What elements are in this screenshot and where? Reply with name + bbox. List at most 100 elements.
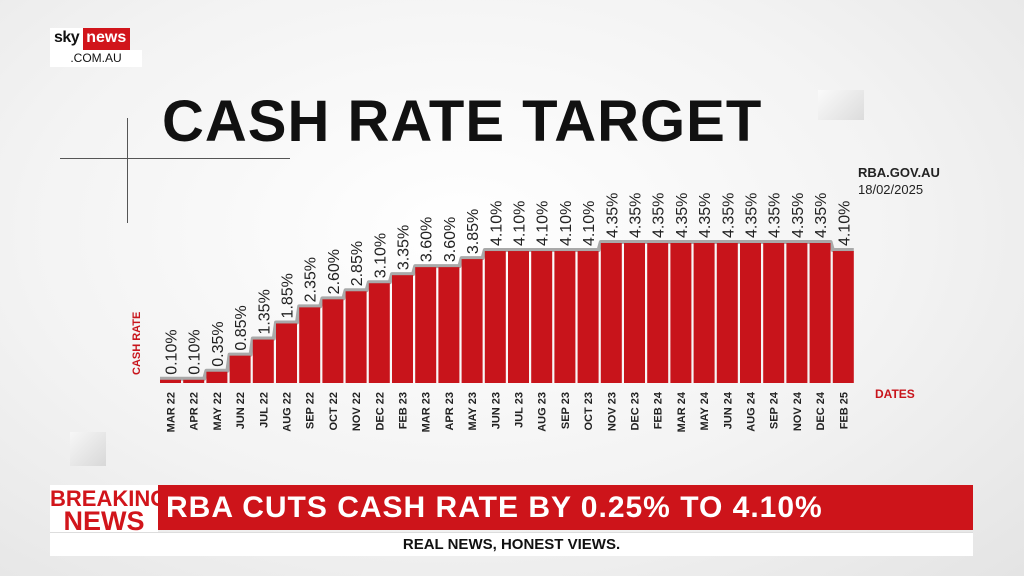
bar-mar-23 [415, 267, 437, 383]
x-tick-label: AUG 22 [282, 392, 294, 432]
x-tick-label: APR 23 [444, 392, 456, 431]
bar-dec-24 [809, 243, 831, 383]
bar-jun-24 [716, 243, 738, 383]
value-label: 3.35% [396, 225, 413, 270]
headline-banner: RBA CUTS CASH RATE BY 0.25% TO 4.10% [158, 485, 973, 530]
bar-mar-22 [160, 379, 181, 383]
x-tick-label: DEC 22 [374, 392, 386, 431]
bars-group [160, 240, 854, 383]
x-tick-label: FEB 25 [838, 392, 850, 429]
logo-sky-text: sky [50, 28, 84, 50]
bar-sep-24 [763, 243, 785, 383]
x-tick-labels-group: MAR 22 APR 22 MAY 22 JUN 22 JUL 22 AUG 22 SEP … [166, 391, 851, 432]
bar-jun-22 [229, 355, 251, 383]
bar-apr-22 [183, 379, 205, 383]
value-label: 4.35% [697, 193, 714, 238]
x-tick-label: FEB 24 [653, 391, 665, 429]
value-label: 2.35% [303, 257, 320, 302]
value-label: 4.10% [535, 201, 552, 246]
bar-may-22 [206, 371, 228, 383]
value-label: 4.35% [767, 193, 784, 238]
x-tick-label: JUL 22 [258, 392, 270, 428]
x-tick-label: APR 22 [189, 392, 201, 431]
page-title: CASH RATE TARGET [162, 89, 763, 154]
x-tick-label: JUN 24 [722, 391, 734, 429]
bar-oct-23 [577, 251, 599, 383]
bar-aug-22 [276, 323, 297, 383]
value-label: 3.10% [372, 233, 389, 278]
tagline-bar: REAL NEWS, HONEST VIEWS. [50, 532, 973, 556]
value-label: 1.85% [280, 273, 297, 318]
source-date: 18/02/2025 [858, 182, 924, 197]
value-label: 3.60% [442, 217, 459, 262]
x-tick-label: AUG 23 [537, 392, 549, 432]
value-label: 0.10% [164, 329, 181, 374]
bar-jun-23 [484, 251, 506, 383]
background-cube-decoration [818, 90, 864, 120]
x-tick-label: NOV 22 [351, 392, 363, 431]
value-label: 0.10% [187, 329, 204, 374]
x-tick-label: DEC 24 [815, 391, 827, 430]
value-label: 3.60% [419, 217, 436, 262]
breaking-label: BREAKING [50, 486, 168, 511]
x-tick-label: OCT 22 [328, 392, 340, 431]
news-label: NEWS [63, 506, 145, 536]
value-label: 4.10% [488, 201, 505, 246]
x-tick-label: AUG 24 [746, 391, 758, 432]
x-tick-label: MAY 22 [212, 392, 224, 431]
x-tick-label: OCT 23 [583, 392, 595, 431]
bar-aug-23 [531, 251, 553, 383]
value-label: 4.35% [604, 193, 621, 238]
x-tick-label: JUN 23 [490, 392, 502, 429]
value-label: 0.35% [210, 321, 227, 366]
bar-dec-23 [624, 243, 645, 383]
x-tick-label: FEB 23 [398, 392, 410, 429]
x-tick-label: SEP 24 [769, 391, 781, 429]
bar-apr-23 [438, 267, 460, 383]
value-label: 4.35% [628, 193, 645, 238]
background-crosshair-decoration [60, 158, 290, 159]
y-axis-label: CASH RATE [131, 312, 143, 375]
value-label: 2.60% [326, 249, 343, 294]
breaking-news-badge: BREAKING NEWS [50, 485, 168, 536]
value-label: 4.35% [813, 193, 830, 238]
x-tick-label: SEP 23 [560, 392, 572, 429]
x-tick-label: MAR 24 [676, 391, 688, 432]
bar-nov-23 [600, 243, 622, 383]
value-label: 4.10% [558, 201, 575, 246]
value-label: 1.35% [256, 289, 273, 334]
x-tick-label: DEC 23 [630, 392, 642, 431]
value-label: 4.10% [581, 201, 598, 246]
bar-oct-22 [322, 299, 344, 383]
background-crosshair-decoration [127, 118, 128, 223]
value-labels-group: 0.10% 0.10% 0.35% 0.85% 1.35% 1.85% 2.35% 2.60%… [164, 193, 854, 375]
bar-feb-24 [647, 243, 669, 383]
bar-nov-24 [786, 243, 808, 383]
background-cube-decoration [70, 432, 106, 466]
value-label: 4.35% [790, 193, 807, 238]
x-tick-label: JUL 23 [514, 392, 526, 428]
bar-nov-22 [345, 291, 367, 383]
value-label: 4.10% [836, 201, 853, 246]
source-site: RBA.GOV.AU [858, 165, 940, 180]
bar-mar-24 [670, 243, 692, 383]
bar-top-outline [160, 240, 854, 381]
value-label: 4.35% [744, 193, 761, 238]
bar-feb-25 [832, 251, 854, 383]
bar-feb-23 [392, 275, 413, 383]
x-tick-label: MAR 22 [166, 392, 178, 432]
x-axis-label: DATES [875, 387, 915, 401]
x-tick-label: JUN 22 [235, 392, 247, 429]
x-tick-label: MAR 23 [421, 392, 433, 432]
x-tick-label: MAY 24 [699, 391, 711, 430]
value-label: 0.85% [233, 305, 250, 350]
x-tick-label: NOV 23 [606, 392, 618, 431]
logo-domain-text: .COM.AU [50, 50, 142, 67]
x-tick-label: SEP 22 [305, 392, 317, 429]
sky-news-logo: sky news .COM.AU [50, 28, 142, 68]
value-label: 4.10% [512, 201, 529, 246]
logo-news-text: news [83, 28, 131, 50]
source-credit: RBA.GOV.AU 18/02/2025 [858, 164, 940, 198]
x-tick-label: MAY 23 [467, 392, 479, 431]
